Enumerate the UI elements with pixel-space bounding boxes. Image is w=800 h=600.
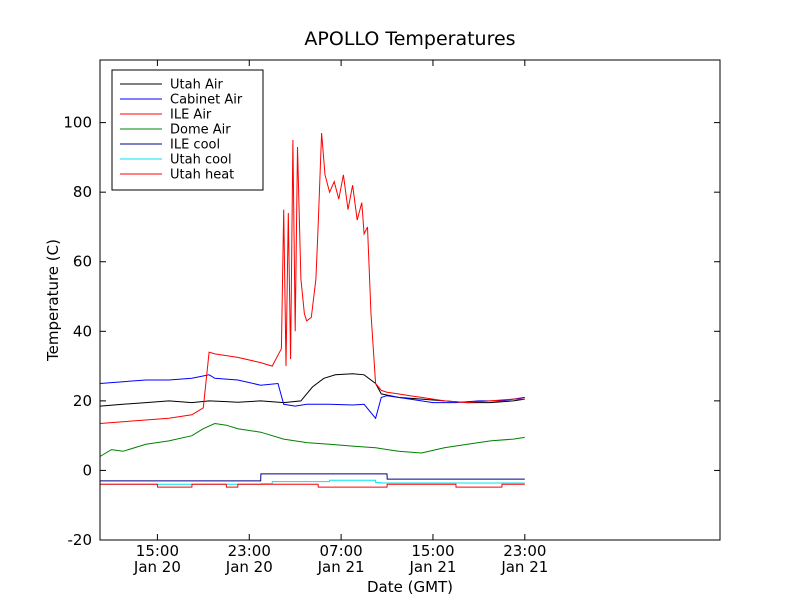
x-tick-time-label: 15:00 xyxy=(411,542,454,560)
y-tick-label: 20 xyxy=(73,392,92,410)
x-tick-date-label: Jan 21 xyxy=(408,558,456,576)
y-tick-label: 60 xyxy=(73,253,92,271)
series-utah-heat-line xyxy=(280,132,525,404)
y-tick-label: 80 xyxy=(73,183,92,201)
legend-label-utah-heat: Utah heat xyxy=(170,168,234,183)
series-ile-cool-line xyxy=(100,473,525,482)
series-utah-air-line xyxy=(99,373,525,407)
y-tick-label: 100 xyxy=(63,114,92,132)
x-tick-date-label: Jan 20 xyxy=(133,558,181,576)
legend-label-ile-air: ILE Air xyxy=(170,108,212,123)
legend-label-cabinet-air: Cabinet Air xyxy=(170,93,243,108)
series-utah-heat-baseline-line-0 xyxy=(100,483,525,488)
x-tick-time-label: 23:00 xyxy=(228,542,271,560)
legend-label-utah-air: Utah Air xyxy=(170,78,223,93)
legend-label-utah-cool: Utah cool xyxy=(170,153,232,168)
plot-frame xyxy=(99,59,721,541)
x-tick-date-label: Jan 21 xyxy=(317,558,365,576)
y-axis-label: Temperature (C) xyxy=(44,239,62,362)
series-cabinet-air-line xyxy=(99,374,525,420)
legend-box xyxy=(111,69,264,191)
x-tick-time-label: 15:00 xyxy=(136,542,179,560)
series-ile-air-line xyxy=(99,348,282,424)
legend-label-ile-cool: ILE cool xyxy=(170,138,220,153)
x-tick-date-label: Jan 20 xyxy=(225,558,273,576)
chart-title: APOLLO Temperatures xyxy=(304,28,515,50)
series-layer xyxy=(99,132,525,488)
y-tick-label: 40 xyxy=(73,322,92,340)
x-tick-date-label: Jan 21 xyxy=(500,558,548,576)
x-axis-label: Date (GMT) xyxy=(367,578,453,596)
legend-label-dome-air: Dome Air xyxy=(170,123,231,138)
x-tick-time-label: 23:00 xyxy=(503,542,546,560)
y-tick-label: 0 xyxy=(82,461,92,479)
y-tick-label: -20 xyxy=(68,531,93,549)
series-dome-air-line xyxy=(99,422,525,457)
x-tick-time-label: 07:00 xyxy=(319,542,362,560)
